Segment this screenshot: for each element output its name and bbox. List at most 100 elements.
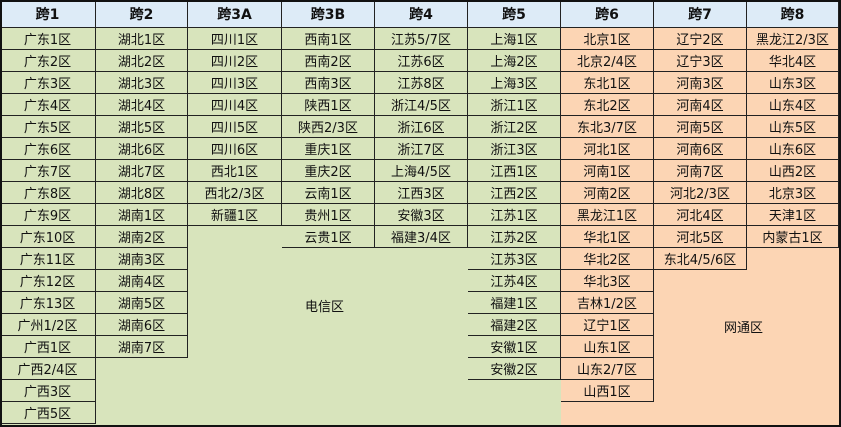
server-cell: 浙江2区 — [468, 116, 561, 138]
server-cell: 河北2/3区 — [654, 182, 747, 204]
server-cell: 河南3区 — [654, 72, 747, 94]
server-cell: 广西2/4区 — [0, 358, 96, 380]
server-cell: 广州1/2区 — [0, 314, 96, 336]
column-header: 跨8 — [747, 0, 839, 28]
server-cell: 广西5区 — [0, 402, 96, 424]
server-cell: 江西2区 — [468, 182, 561, 204]
server-cell: 安徽3区 — [375, 204, 468, 226]
server-cell: 上海3区 — [468, 72, 561, 94]
server-cell: 广东7区 — [0, 160, 96, 182]
server-cell: 河南6区 — [654, 138, 747, 160]
server-cell: 广西3区 — [0, 380, 96, 402]
server-cell: 湖北4区 — [96, 94, 188, 116]
column-header: 跨1 — [0, 0, 96, 28]
server-cell: 福建3/4区 — [375, 226, 468, 248]
server-cell: 上海2区 — [468, 50, 561, 72]
server-cell: 浙江6区 — [375, 116, 468, 138]
server-cell: 湖北5区 — [96, 116, 188, 138]
server-cell: 辽宁2区 — [654, 28, 747, 50]
server-cell: 西南2区 — [282, 50, 375, 72]
server-cell: 华北2区 — [561, 248, 654, 270]
server-cell: 山东5区 — [747, 116, 839, 138]
server-cell: 广东13区 — [0, 292, 96, 314]
server-cell: 四川3区 — [188, 72, 282, 94]
server-cell: 湖南1区 — [96, 204, 188, 226]
server-cell: 浙江3区 — [468, 138, 561, 160]
server-cell: 东北3/7区 — [561, 116, 654, 138]
server-cell: 山东1区 — [561, 336, 654, 358]
server-cell: 广东3区 — [0, 72, 96, 94]
server-cell: 广东4区 — [0, 94, 96, 116]
server-cell: 黑龙江1区 — [561, 204, 654, 226]
server-cell: 福建1区 — [468, 292, 561, 314]
server-cell: 江西3区 — [375, 182, 468, 204]
server-cell: 四川1区 — [188, 28, 282, 50]
server-cell: 内蒙古1区 — [747, 226, 839, 248]
column-header: 跨3A — [188, 0, 282, 28]
server-cell: 安徽1区 — [468, 336, 561, 358]
server-cell: 湖北8区 — [96, 182, 188, 204]
server-cell: 江苏2区 — [468, 226, 561, 248]
server-cell: 河南7区 — [654, 160, 747, 182]
server-cell: 重庆2区 — [282, 160, 375, 182]
server-cell: 广西1区 — [0, 336, 96, 358]
server-cell: 东北1区 — [561, 72, 654, 94]
server-cell: 广东5区 — [0, 116, 96, 138]
server-cell: 湖南4区 — [96, 270, 188, 292]
server-cell: 湖南6区 — [96, 314, 188, 336]
server-cell: 湖北6区 — [96, 138, 188, 160]
column-header: 跨3B — [282, 0, 375, 28]
server-cell: 山东4区 — [747, 94, 839, 116]
server-cell: 福建2区 — [468, 314, 561, 336]
server-cell: 北京1区 — [561, 28, 654, 50]
column-header: 跨6 — [561, 0, 654, 28]
column-header: 跨4 — [375, 0, 468, 28]
server-cell: 江西1区 — [468, 160, 561, 182]
server-cell: 四川4区 — [188, 94, 282, 116]
server-cell: 河北1区 — [561, 138, 654, 160]
server-cell: 河北5区 — [654, 226, 747, 248]
server-cell: 山东6区 — [747, 138, 839, 160]
column-header: 跨5 — [468, 0, 561, 28]
server-cell: 北京2/4区 — [561, 50, 654, 72]
server-cell: 东北4/5/6区 — [654, 248, 747, 270]
server-cell: 山东2/7区 — [561, 358, 654, 380]
server-cell: 湖南3区 — [96, 248, 188, 270]
telecom-zone-label: 电信区 — [305, 300, 345, 315]
server-cell: 广东10区 — [0, 226, 96, 248]
server-cell: 广东11区 — [0, 248, 96, 270]
server-cell: 东北2区 — [561, 94, 654, 116]
server-cell: 湖南2区 — [96, 226, 188, 248]
server-cell: 山西2区 — [747, 160, 839, 182]
server-cell: 湖北1区 — [96, 28, 188, 50]
server-cell: 江苏5/7区 — [375, 28, 468, 50]
server-cell: 辽宁3区 — [654, 50, 747, 72]
server-cell: 新疆1区 — [188, 204, 282, 226]
server-cell: 吉林1/2区 — [561, 292, 654, 314]
server-cell: 江苏1区 — [468, 204, 561, 226]
server-cell: 陕西2/3区 — [282, 116, 375, 138]
server-cell: 四川6区 — [188, 138, 282, 160]
server-cell: 华北4区 — [747, 50, 839, 72]
server-cell: 重庆1区 — [282, 138, 375, 160]
server-cell: 广东2区 — [0, 50, 96, 72]
server-cell: 贵州1区 — [282, 204, 375, 226]
server-cell: 浙江7区 — [375, 138, 468, 160]
server-cell: 湖北7区 — [96, 160, 188, 182]
server-cell: 华北3区 — [561, 270, 654, 292]
server-cell: 云南1区 — [282, 182, 375, 204]
server-cell: 山东3区 — [747, 72, 839, 94]
server-cell: 陕西1区 — [282, 94, 375, 116]
server-cell: 广东6区 — [0, 138, 96, 160]
server-cell: 广东8区 — [0, 182, 96, 204]
server-cell: 云贵1区 — [282, 226, 375, 248]
column-header: 跨2 — [96, 0, 188, 28]
server-cell: 辽宁1区 — [561, 314, 654, 336]
server-cell: 河南2区 — [561, 182, 654, 204]
server-cell: 华北1区 — [561, 226, 654, 248]
server-cell: 广东9区 — [0, 204, 96, 226]
server-cell: 天津1区 — [747, 204, 839, 226]
server-cell: 西北1区 — [188, 160, 282, 182]
